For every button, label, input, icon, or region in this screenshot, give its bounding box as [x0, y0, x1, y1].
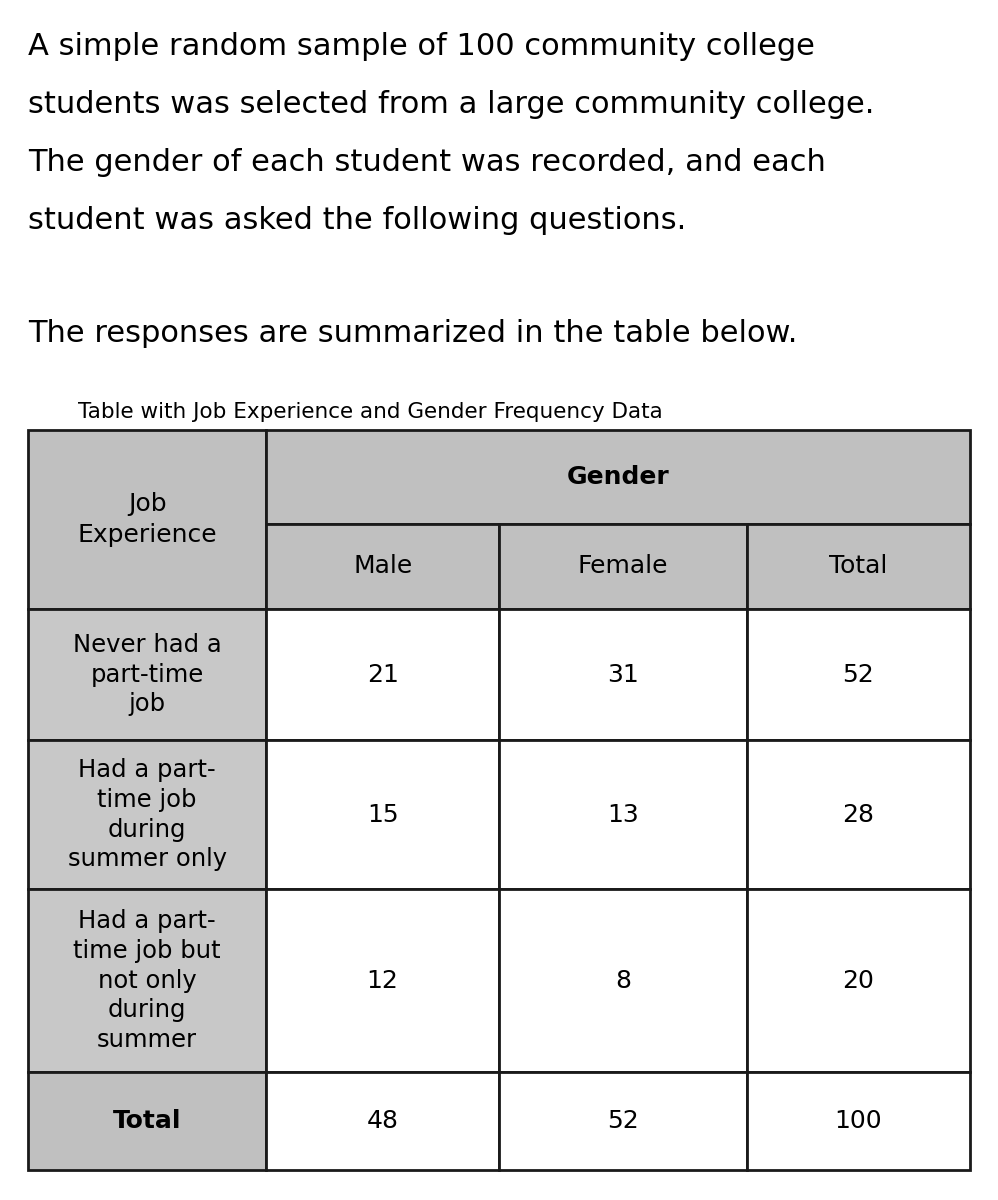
Text: student was asked the following questions.: student was asked the following question…: [28, 206, 687, 235]
Bar: [266, 608, 499, 740]
Bar: [266, 430, 970, 523]
Bar: [499, 608, 747, 740]
Text: 12: 12: [366, 968, 398, 992]
Text: Table with Job Experience and Gender Frequency Data: Table with Job Experience and Gender Fre…: [78, 402, 663, 422]
Text: The gender of each student was recorded, and each: The gender of each student was recorded,…: [28, 148, 826, 176]
Text: The responses are summarized in the table below.: The responses are summarized in the tabl…: [28, 319, 797, 348]
Bar: [499, 1072, 747, 1170]
Bar: [499, 523, 747, 608]
Text: Total: Total: [829, 554, 887, 578]
Bar: [28, 740, 266, 889]
Text: Never had a
part-time
job: Never had a part-time job: [73, 632, 222, 716]
Bar: [499, 740, 747, 889]
Text: 100: 100: [834, 1109, 882, 1133]
Bar: [28, 889, 266, 1072]
Bar: [499, 889, 747, 1072]
Text: Male: Male: [353, 554, 412, 578]
Text: Gender: Gender: [567, 464, 670, 488]
Bar: [747, 608, 970, 740]
Text: 21: 21: [366, 662, 398, 686]
Bar: [28, 1072, 266, 1170]
Text: 20: 20: [842, 968, 874, 992]
Text: 13: 13: [607, 803, 639, 827]
Text: Job
Experience: Job Experience: [78, 492, 217, 547]
Bar: [747, 889, 970, 1072]
Text: Female: Female: [578, 554, 668, 578]
Bar: [266, 889, 499, 1072]
Text: 15: 15: [367, 803, 398, 827]
Bar: [266, 523, 499, 608]
Text: Had a part-
time job but
not only
during
summer: Had a part- time job but not only during…: [73, 910, 221, 1052]
Text: 52: 52: [842, 662, 874, 686]
Bar: [28, 430, 266, 608]
Bar: [266, 740, 499, 889]
Bar: [747, 1072, 970, 1170]
Text: 48: 48: [366, 1109, 398, 1133]
Text: 28: 28: [842, 803, 874, 827]
Text: Had a part-
time job
during
summer only: Had a part- time job during summer only: [68, 758, 227, 871]
Bar: [28, 608, 266, 740]
Text: 52: 52: [607, 1109, 639, 1133]
Text: students was selected from a large community college.: students was selected from a large commu…: [28, 90, 874, 119]
Bar: [747, 523, 970, 608]
Bar: [266, 1072, 499, 1170]
Text: A simple random sample of 100 community college: A simple random sample of 100 community …: [28, 32, 815, 61]
Text: 8: 8: [615, 968, 631, 992]
Text: Total: Total: [113, 1109, 182, 1133]
Text: 31: 31: [607, 662, 639, 686]
Bar: [747, 740, 970, 889]
